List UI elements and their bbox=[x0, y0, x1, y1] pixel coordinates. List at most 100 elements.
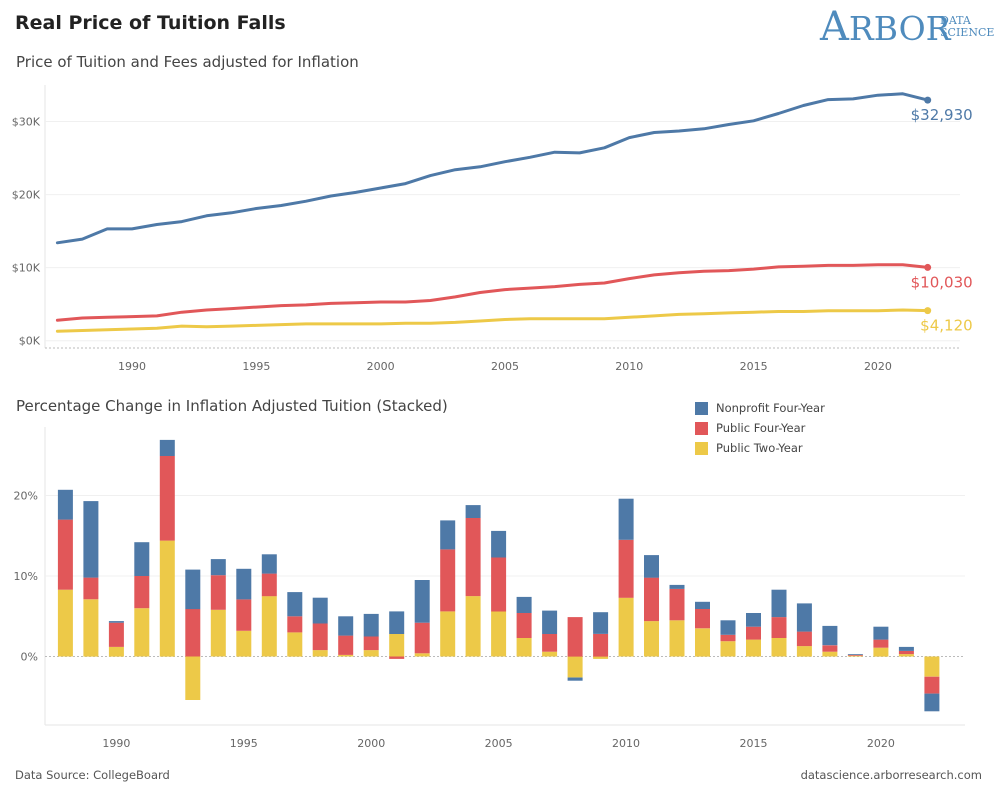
bar-segment-1 bbox=[924, 676, 940, 694]
bar-segment-2 bbox=[389, 611, 405, 634]
bar-x-tick-label: 2005 bbox=[485, 737, 513, 750]
legend-item-public-two-year: Public Two-Year bbox=[695, 438, 825, 458]
legend-item-public-four-year: Public Four-Year bbox=[695, 418, 825, 438]
bar-segment-0 bbox=[847, 655, 863, 657]
bar-segment-1 bbox=[134, 576, 150, 609]
line-series-1 bbox=[55, 263, 930, 322]
data-source-note: Data Source: CollegeBoard bbox=[15, 768, 170, 782]
bar-segment-2 bbox=[83, 501, 99, 578]
bar-segment-2 bbox=[924, 693, 940, 712]
line-end-point bbox=[924, 307, 932, 315]
bar-segment-0 bbox=[185, 656, 201, 700]
bar-segment-0 bbox=[796, 646, 812, 657]
bar-segment-2 bbox=[236, 568, 252, 600]
bar-segment-2 bbox=[287, 592, 303, 617]
bar-segment-0 bbox=[644, 621, 659, 657]
bar-segment-0 bbox=[924, 656, 940, 677]
bar-x-tick-label: 2000 bbox=[357, 737, 385, 750]
legend-swatch-nonprofit bbox=[695, 401, 708, 415]
bar-segment-0 bbox=[491, 611, 507, 657]
bar-segment-1 bbox=[440, 549, 456, 612]
line-x-tick-label: 2000 bbox=[367, 360, 395, 373]
bar-x-tick-label: 1995 bbox=[230, 737, 258, 750]
bar-segment-1 bbox=[898, 650, 914, 655]
bar-segment-1 bbox=[822, 645, 838, 652]
bar-segment-1 bbox=[695, 609, 710, 629]
bar-segment-1 bbox=[593, 634, 609, 657]
bar-segment-0 bbox=[822, 651, 838, 657]
line-end-label: $4,120 bbox=[920, 317, 973, 335]
bar-segment-1 bbox=[83, 577, 99, 600]
bar-segment-1 bbox=[873, 639, 889, 648]
legend-swatch-public-two-year bbox=[695, 441, 708, 455]
bar-segment-2 bbox=[491, 530, 507, 558]
bar-segment-2 bbox=[822, 625, 838, 646]
bar-segment-1 bbox=[465, 518, 481, 597]
bar-segment-2 bbox=[669, 584, 685, 589]
logo-wordmark: ARBOR bbox=[820, 4, 951, 50]
bar-segment-0 bbox=[440, 611, 456, 657]
bar-segment-0 bbox=[159, 540, 175, 657]
bar-segment-2 bbox=[771, 589, 787, 618]
bar-segment-0 bbox=[261, 596, 277, 657]
bar-chart-title: Percentage Change in Inflation Adjusted … bbox=[16, 397, 448, 415]
line-y-tick-label: $0K bbox=[19, 335, 41, 348]
line-end-point bbox=[924, 96, 932, 104]
legend-label-nonprofit: Nonprofit Four-Year bbox=[716, 401, 825, 415]
logo-tagline: DATA SCIENCE bbox=[940, 15, 994, 39]
bar-segment-1 bbox=[796, 631, 812, 647]
bar-segment-0 bbox=[873, 647, 889, 657]
line-end-point bbox=[924, 263, 932, 271]
bar-segment-2 bbox=[159, 439, 175, 456]
logo-tagline-line2: SCIENCE bbox=[940, 26, 995, 39]
bar-segment-2 bbox=[338, 616, 354, 636]
brand-logo: ARBOR DATA SCIENCE bbox=[820, 4, 995, 50]
bar-segment-2 bbox=[440, 520, 456, 550]
bar-segment-1 bbox=[644, 577, 659, 622]
bar-segment-1 bbox=[567, 617, 583, 657]
bar-segment-2 bbox=[108, 621, 124, 623]
bar-segment-0 bbox=[338, 654, 354, 657]
bar-y-tick-label: 20% bbox=[14, 489, 38, 502]
line-x-tick-label: 2020 bbox=[864, 360, 892, 373]
line-chart-title: Price of Tuition and Fees adjusted for I… bbox=[16, 53, 359, 71]
bar-segment-2 bbox=[720, 620, 736, 635]
logo-tagline-line1: DATA bbox=[940, 14, 971, 27]
line-x-tick-label: 2005 bbox=[491, 360, 519, 373]
bar-segment-2 bbox=[312, 597, 328, 624]
bar-segment-2 bbox=[618, 498, 634, 540]
bar-segment-2 bbox=[847, 654, 863, 655]
site-url: datascience.arborresearch.com bbox=[800, 768, 982, 782]
bar-segment-2 bbox=[516, 596, 532, 613]
bar-y-tick-label: 0% bbox=[21, 651, 38, 664]
bar-segment-2 bbox=[414, 580, 430, 623]
line-x-tick-label: 1995 bbox=[242, 360, 270, 373]
page-title: Real Price of Tuition Falls bbox=[15, 12, 286, 34]
bar-segment-0 bbox=[567, 656, 583, 678]
line-series-0 bbox=[55, 92, 930, 245]
line-x-tick-label: 2010 bbox=[615, 360, 643, 373]
bar-segment-1 bbox=[491, 557, 507, 612]
bar-segment-0 bbox=[312, 650, 328, 657]
bar-segment-0 bbox=[414, 653, 430, 657]
bar-segment-0 bbox=[618, 597, 634, 657]
bar-segment-0 bbox=[287, 632, 303, 657]
bar-chart-legend: Nonprofit Four-Year Public Four-Year Pub… bbox=[695, 398, 825, 458]
bar-segment-2 bbox=[210, 559, 226, 576]
bar-segment-2 bbox=[873, 626, 889, 640]
bar-segment-1 bbox=[210, 575, 226, 610]
bar-segment-1 bbox=[746, 626, 761, 640]
bar-segment-2 bbox=[593, 612, 609, 634]
bar-segment-2 bbox=[695, 601, 710, 609]
line-y-tick-label: $10K bbox=[12, 262, 41, 275]
bar-segment-0 bbox=[210, 609, 226, 657]
bar-segment-2 bbox=[898, 646, 914, 651]
bar-segment-1 bbox=[287, 616, 303, 633]
line-end-label: $32,930 bbox=[911, 106, 973, 124]
bar-segment-1 bbox=[618, 539, 634, 598]
bar-segment-2 bbox=[644, 555, 659, 578]
bar-segment-0 bbox=[746, 639, 761, 657]
bar-segment-0 bbox=[695, 628, 710, 657]
bar-segment-0 bbox=[363, 650, 379, 657]
bar-segment-0 bbox=[516, 638, 532, 657]
